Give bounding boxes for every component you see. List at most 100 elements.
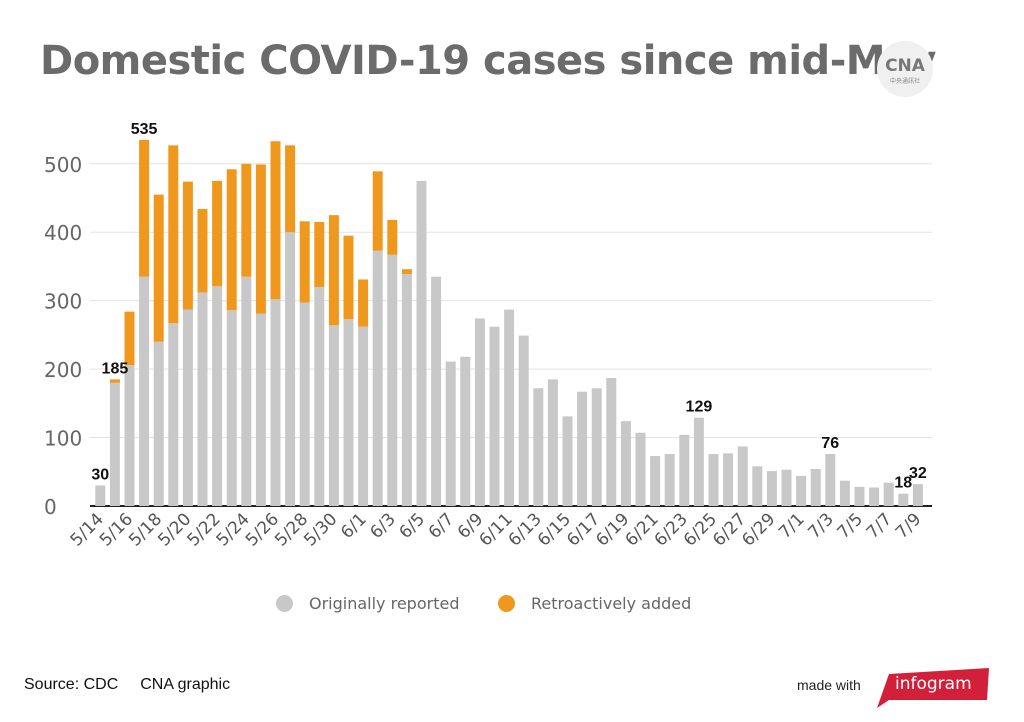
bar-retroactively-added: [212, 180, 223, 287]
bar-originally-reported: [752, 466, 763, 506]
bar-retroactively-added: [358, 279, 369, 327]
bar-originally-reported: [679, 434, 690, 506]
bar-retroactively-added: [343, 235, 354, 320]
bar-originally-reported: [810, 469, 821, 506]
x-tick-label: 6/5: [396, 509, 429, 542]
bar-originally-reported: [518, 335, 529, 506]
bar-originally-reported: [314, 286, 325, 506]
bar-originally-reported: [883, 482, 894, 506]
bar-originally-reported: [474, 318, 485, 506]
bar-retroactively-added: [328, 215, 339, 326]
bar-retroactively-added: [226, 169, 237, 311]
data-label: 30: [91, 466, 109, 483]
legend-label: Retroactively added: [531, 594, 692, 613]
bar-originally-reported: [197, 292, 208, 506]
source-text: Source: CDC: [24, 676, 119, 693]
bar-originally-reported: [766, 471, 777, 506]
bar-originally-reported: [591, 388, 602, 506]
bar-originally-reported: [912, 484, 923, 506]
bar-originally-reported: [109, 382, 120, 506]
legend-dot-orange-icon: [498, 595, 515, 612]
bar-retroactively-added: [270, 141, 281, 300]
y-tick-label: 200: [44, 358, 82, 382]
legend-dot-gray-icon: [276, 595, 293, 612]
bar-originally-reported: [650, 456, 661, 506]
bar-originally-reported: [533, 388, 544, 506]
x-tick-label: 7/3: [804, 509, 837, 542]
bar-originally-reported: [343, 319, 354, 506]
bar-originally-reported: [635, 432, 646, 506]
legend-item-retroactively-added[interactable]: Retroactively added: [498, 594, 691, 613]
bar-originally-reported: [445, 361, 456, 506]
y-tick-label: 100: [44, 427, 82, 451]
bar-originally-reported: [708, 453, 719, 506]
bar-originally-reported: [182, 309, 193, 506]
x-tick-label: 6/1: [337, 509, 370, 542]
bar-retroactively-added: [182, 181, 193, 310]
bar-retroactively-added: [197, 208, 208, 293]
bar-originally-reported: [270, 299, 281, 506]
bar-originally-reported: [489, 326, 500, 506]
bar-retroactively-added: [372, 171, 383, 251]
bar-retroactively-added: [109, 379, 120, 383]
data-label: 185: [102, 360, 129, 377]
bar-originally-reported: [153, 341, 164, 506]
bar-originally-reported: [723, 453, 734, 506]
bar-retroactively-added: [241, 163, 252, 277]
bar-originally-reported: [620, 421, 631, 506]
y-tick-label: 500: [44, 153, 82, 177]
chart-title: Domestic COVID-19 cases since mid-May: [40, 38, 936, 84]
bar-retroactively-added: [299, 221, 310, 303]
bar-originally-reported: [577, 391, 588, 506]
x-tick-label: 6/7: [425, 509, 458, 542]
bar-retroactively-added: [285, 145, 296, 233]
data-label: 18: [894, 475, 912, 492]
bar-originally-reported: [255, 313, 266, 506]
bar-retroactively-added: [124, 311, 135, 366]
bar-originally-reported: [358, 326, 369, 506]
x-tick-label: 7/5: [834, 509, 867, 542]
x-tick-label: 7/1: [775, 509, 808, 542]
legend-label: Originally reported: [309, 594, 460, 613]
bar-retroactively-added: [387, 219, 398, 255]
x-tick-label: 7/9: [892, 509, 925, 542]
bar-originally-reported: [504, 309, 515, 506]
x-tick-label: 5/30: [300, 509, 341, 550]
bar-originally-reported: [562, 416, 573, 506]
bar-originally-reported: [693, 417, 704, 506]
y-tick-label: 300: [44, 290, 82, 314]
bar-originally-reported: [898, 493, 909, 506]
bar-retroactively-added: [314, 221, 325, 287]
bar-originally-reported: [664, 453, 675, 506]
bar-originally-reported: [737, 446, 748, 506]
bar-originally-reported: [796, 475, 807, 506]
bar-originally-reported: [854, 486, 865, 506]
infogram-badge-icon[interactable]: [873, 664, 991, 710]
data-label: 76: [821, 435, 839, 452]
bar-originally-reported: [372, 250, 383, 506]
bar-originally-reported: [241, 276, 252, 506]
data-label: 535: [131, 121, 158, 138]
bar-originally-reported: [839, 480, 850, 506]
bar-originally-reported: [460, 356, 471, 506]
bar-retroactively-added: [139, 139, 150, 277]
x-tick-label: 6/29: [738, 509, 779, 550]
bar-originally-reported: [226, 310, 237, 506]
bar-originally-reported: [416, 180, 427, 506]
credit-text: CNA graphic: [140, 676, 231, 693]
bar-originally-reported: [781, 469, 792, 506]
bar-originally-reported: [387, 254, 398, 506]
source-note: Source: CDC CNA graphic: [24, 676, 230, 694]
bar-retroactively-added: [255, 164, 266, 314]
made-with-text: made with: [797, 677, 861, 693]
bar-originally-reported: [299, 302, 310, 506]
logo-text: CNA: [885, 56, 926, 76]
infogram-brand[interactable]: infogram: [895, 674, 972, 694]
cna-logo-icon: CNA 中央通訊社: [877, 41, 933, 97]
bar-originally-reported: [869, 487, 880, 506]
bar-originally-reported: [168, 323, 179, 506]
legend-item-originally-reported[interactable]: Originally reported: [276, 594, 459, 613]
bar-originally-reported: [212, 286, 223, 506]
bar-chart: 01002003004005005/145/165/185/205/225/24…: [44, 121, 932, 551]
y-tick-label: 400: [44, 221, 82, 245]
